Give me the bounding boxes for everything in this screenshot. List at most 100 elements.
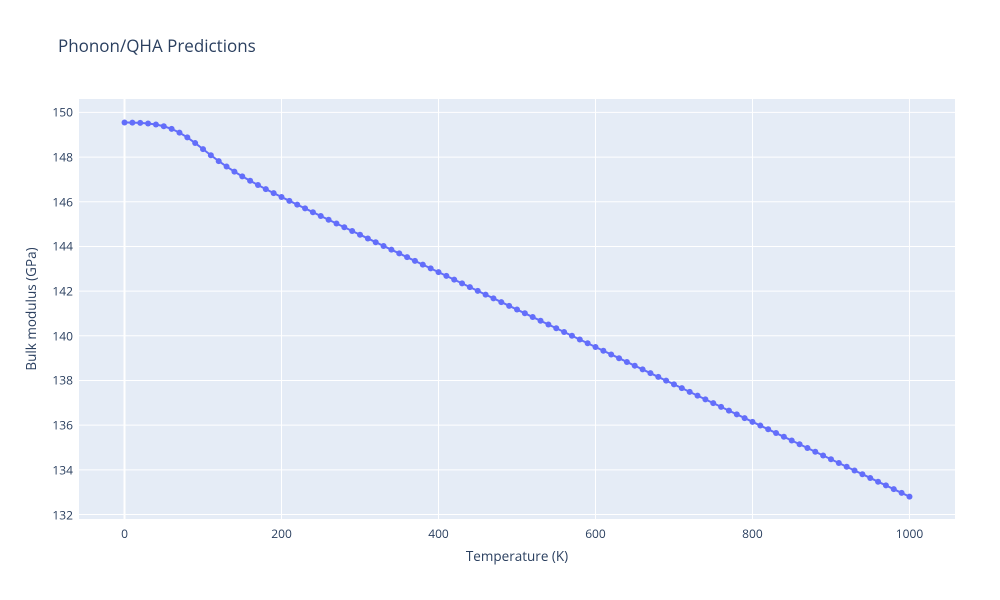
data-marker[interactable] xyxy=(459,280,465,286)
data-marker[interactable] xyxy=(483,292,489,298)
data-marker[interactable] xyxy=(122,119,128,125)
data-marker[interactable] xyxy=(820,452,826,458)
data-marker[interactable] xyxy=(702,396,708,402)
data-marker[interactable] xyxy=(404,254,410,260)
data-marker[interactable] xyxy=(333,220,339,226)
data-marker[interactable] xyxy=(710,400,716,406)
data-marker[interactable] xyxy=(812,449,818,455)
data-marker[interactable] xyxy=(239,173,245,179)
data-marker[interactable] xyxy=(436,269,442,275)
data-marker[interactable] xyxy=(522,310,528,316)
data-marker[interactable] xyxy=(451,277,457,283)
data-marker[interactable] xyxy=(585,340,591,346)
data-marker[interactable] xyxy=(129,120,135,126)
data-marker[interactable] xyxy=(192,140,198,146)
data-marker[interactable] xyxy=(679,385,685,391)
data-marker[interactable] xyxy=(279,194,285,200)
data-marker[interactable] xyxy=(216,158,222,164)
data-marker[interactable] xyxy=(804,445,810,451)
data-marker[interactable] xyxy=(420,262,426,268)
data-marker[interactable] xyxy=(294,202,300,208)
data-marker[interactable] xyxy=(224,164,230,170)
data-marker[interactable] xyxy=(671,381,677,387)
data-marker[interactable] xyxy=(742,415,748,421)
data-marker[interactable] xyxy=(381,243,387,249)
data-marker[interactable] xyxy=(867,475,873,481)
data-marker[interactable] xyxy=(899,490,905,496)
data-marker[interactable] xyxy=(530,314,536,320)
data-marker[interactable] xyxy=(600,348,606,354)
data-marker[interactable] xyxy=(271,190,277,196)
data-marker[interactable] xyxy=(608,351,614,357)
data-marker[interactable] xyxy=(718,404,724,410)
data-marker[interactable] xyxy=(844,464,850,470)
data-marker[interactable] xyxy=(789,438,795,444)
data-marker[interactable] xyxy=(749,419,755,425)
data-marker[interactable] xyxy=(286,198,292,204)
data-marker[interactable] xyxy=(428,265,434,271)
data-marker[interactable] xyxy=(373,239,379,245)
data-marker[interactable] xyxy=(475,288,481,294)
data-marker[interactable] xyxy=(145,121,151,127)
data-marker[interactable] xyxy=(153,122,159,128)
data-marker[interactable] xyxy=(906,494,912,500)
data-marker[interactable] xyxy=(357,232,363,238)
data-marker[interactable] xyxy=(687,389,693,395)
data-marker[interactable] xyxy=(396,250,402,256)
data-marker[interactable] xyxy=(326,217,332,223)
data-marker[interactable] xyxy=(632,363,638,369)
data-marker[interactable] xyxy=(255,182,261,188)
data-marker[interactable] xyxy=(569,333,575,339)
data-marker[interactable] xyxy=(852,467,858,473)
data-marker[interactable] xyxy=(208,152,214,158)
data-marker[interactable] xyxy=(836,460,842,466)
data-marker[interactable] xyxy=(757,423,763,429)
data-marker[interactable] xyxy=(263,186,269,192)
data-marker[interactable] xyxy=(365,235,371,241)
data-marker[interactable] xyxy=(412,258,418,264)
data-marker[interactable] xyxy=(318,213,324,219)
data-marker[interactable] xyxy=(883,482,889,488)
data-marker[interactable] xyxy=(545,322,551,328)
data-marker[interactable] xyxy=(640,366,646,372)
data-marker[interactable] xyxy=(514,307,520,313)
data-marker[interactable] xyxy=(624,359,630,365)
data-marker[interactable] xyxy=(616,355,622,361)
data-marker[interactable] xyxy=(891,486,897,492)
data-marker[interactable] xyxy=(577,336,583,342)
data-marker[interactable] xyxy=(734,411,740,417)
data-marker[interactable] xyxy=(859,471,865,477)
data-marker[interactable] xyxy=(302,205,308,211)
data-marker[interactable] xyxy=(592,344,598,350)
data-marker[interactable] xyxy=(765,426,771,432)
data-marker[interactable] xyxy=(231,169,237,175)
data-marker[interactable] xyxy=(726,408,732,414)
data-marker[interactable] xyxy=(310,209,316,215)
data-marker[interactable] xyxy=(828,456,834,462)
data-marker[interactable] xyxy=(498,299,504,305)
data-marker[interactable] xyxy=(349,228,355,234)
data-marker[interactable] xyxy=(247,178,253,184)
data-marker[interactable] xyxy=(773,430,779,436)
data-marker[interactable] xyxy=(781,434,787,440)
data-marker[interactable] xyxy=(561,329,567,335)
data-marker[interactable] xyxy=(184,134,190,140)
data-marker[interactable] xyxy=(875,479,881,485)
data-marker[interactable] xyxy=(467,284,473,290)
data-marker[interactable] xyxy=(538,318,544,324)
data-marker[interactable] xyxy=(695,393,701,399)
data-marker[interactable] xyxy=(443,273,449,279)
data-marker[interactable] xyxy=(553,325,559,331)
data-marker[interactable] xyxy=(388,247,394,253)
data-marker[interactable] xyxy=(663,378,669,384)
data-marker[interactable] xyxy=(169,126,175,132)
data-marker[interactable] xyxy=(655,374,661,380)
data-marker[interactable] xyxy=(797,441,803,447)
data-marker[interactable] xyxy=(341,224,347,230)
data-marker[interactable] xyxy=(200,146,206,152)
data-marker[interactable] xyxy=(506,303,512,309)
data-marker[interactable] xyxy=(161,123,167,129)
data-marker[interactable] xyxy=(137,120,143,126)
data-marker[interactable] xyxy=(490,295,496,301)
data-marker[interactable] xyxy=(176,130,182,136)
